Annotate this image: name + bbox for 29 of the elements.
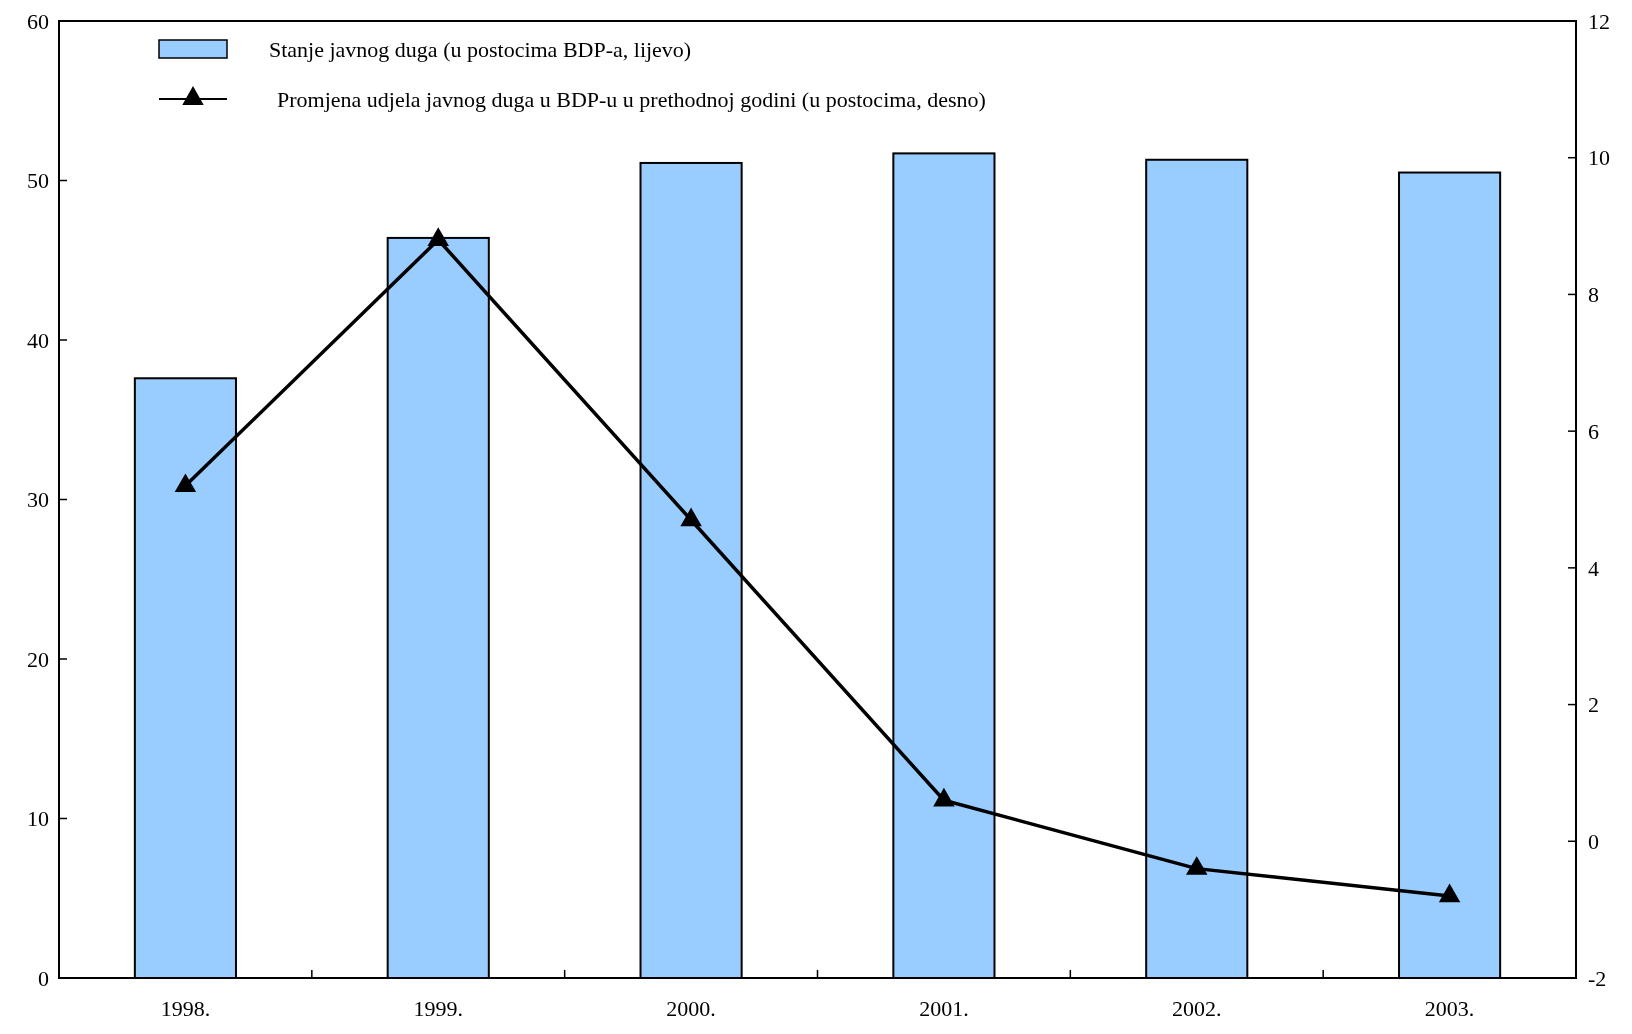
x-tick-label: 1998. bbox=[160, 996, 211, 1021]
x-tick-label: 2003. bbox=[1424, 996, 1475, 1021]
x-tick-label: 2002. bbox=[1172, 996, 1222, 1021]
x-tick-label: 2001. bbox=[919, 996, 969, 1021]
point bbox=[174, 473, 197, 493]
y2-tick-label: 10 bbox=[1588, 145, 1610, 171]
y2-tick-label: 2 bbox=[1588, 692, 1599, 718]
point bbox=[933, 787, 955, 807]
y-tick-label: 60 bbox=[27, 8, 49, 34]
point bbox=[427, 227, 449, 246]
y-tick-label: 40 bbox=[27, 327, 49, 353]
y2-tick-label: 6 bbox=[1588, 418, 1599, 444]
x-tick-label: 2000. bbox=[666, 996, 716, 1021]
y-tick-label: 30 bbox=[27, 487, 49, 513]
y2-tick-label: 0 bbox=[1588, 828, 1599, 854]
y2-tick-label: 8 bbox=[1588, 282, 1599, 308]
y-tick-label: 50 bbox=[27, 168, 49, 194]
y-tick-label: 20 bbox=[27, 646, 49, 672]
y-tick-label: 0 bbox=[38, 965, 49, 991]
point bbox=[680, 507, 702, 527]
y-tick-label: 10 bbox=[27, 806, 49, 832]
point bbox=[1186, 856, 1208, 875]
point bbox=[1438, 883, 1461, 903]
legend-label: Promjena udjela javnog duga u BDP-u u prethodnoj godini (u postocima, desno) bbox=[277, 86, 986, 112]
y2-tick-label: -2 bbox=[1588, 965, 1607, 991]
y2-tick-label: 12 bbox=[1588, 8, 1610, 34]
legend-label: Stanje javnog duga (u postocima BDP-a, lijevo) bbox=[269, 36, 692, 62]
x-tick-label: 1999. bbox=[413, 996, 463, 1021]
y2-tick-label: 4 bbox=[1588, 555, 1599, 581]
